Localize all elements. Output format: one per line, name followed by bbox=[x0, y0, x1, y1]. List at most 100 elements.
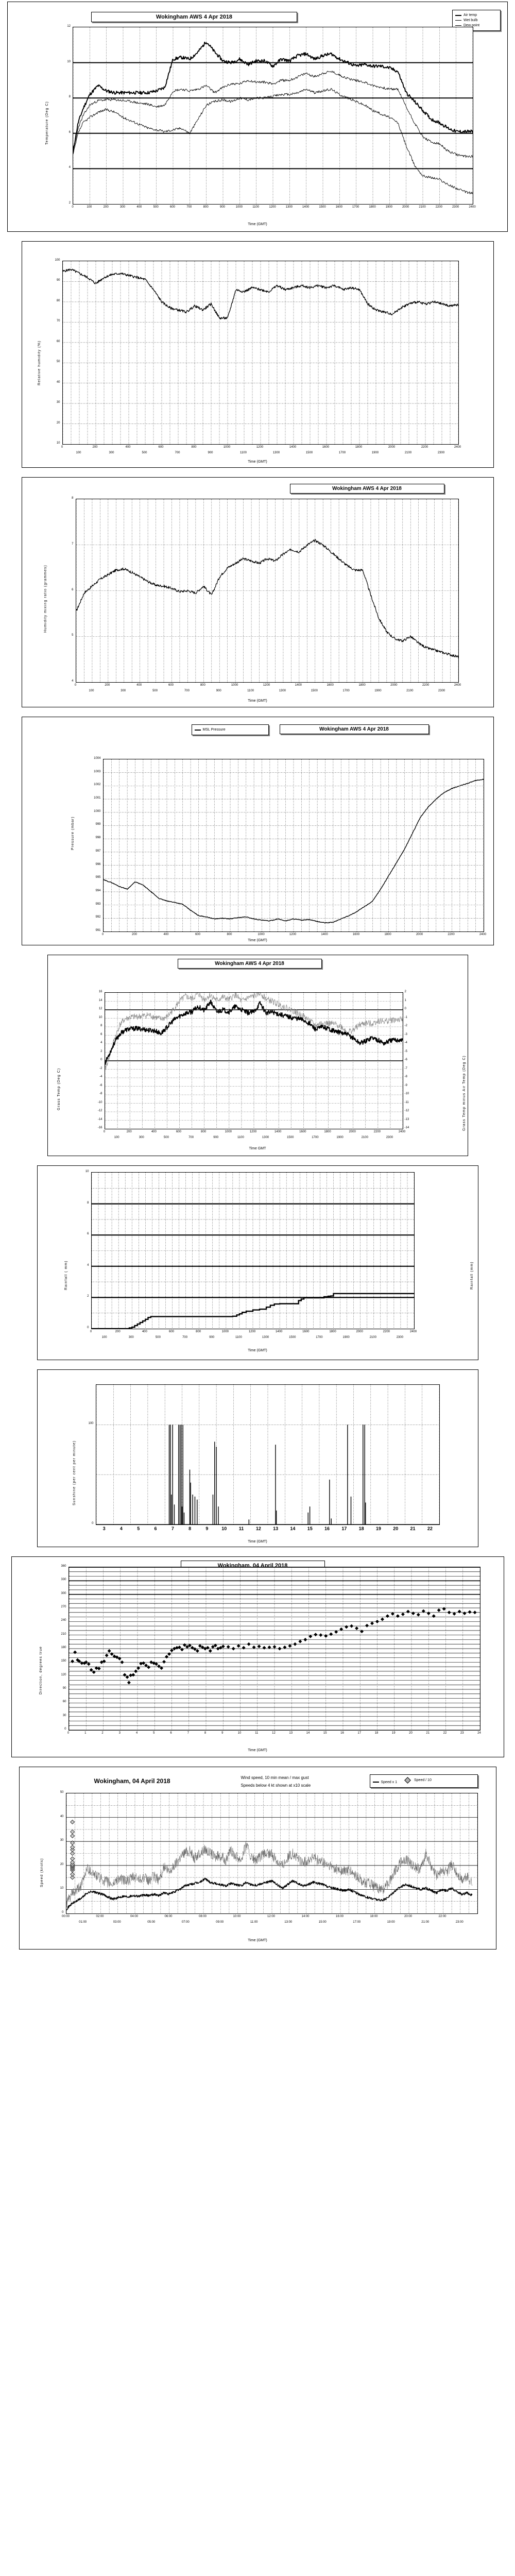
ytick-label: 995 bbox=[95, 876, 101, 879]
yaxis-title-wind-direction: Direction, degrees true bbox=[39, 1646, 43, 1694]
xaxis-title-relative-humidity: Time (GMT) bbox=[248, 460, 267, 464]
legend-swatch-dew-point bbox=[455, 25, 461, 26]
xtick-label: 1200 bbox=[289, 933, 297, 936]
xtick-label: 900 bbox=[209, 1336, 215, 1339]
xtick-label: 16 bbox=[340, 1732, 344, 1735]
xtick-label: 1500 bbox=[289, 1336, 296, 1339]
xtick-label: 1600 bbox=[302, 1330, 310, 1333]
legend-label-msl-pressure: MSL Pressure bbox=[202, 728, 226, 732]
xtick-label: 1700 bbox=[312, 1136, 319, 1139]
xtick-label: 1800 bbox=[329, 1330, 336, 1333]
xtick-label: 10 bbox=[221, 1526, 227, 1531]
xtick-label: 1700 bbox=[316, 1336, 323, 1339]
xtick-label: 20 bbox=[409, 1732, 413, 1735]
xtick-label: 9 bbox=[221, 1732, 224, 1735]
ytick-label: 60 bbox=[62, 1700, 66, 1704]
xtick-label: 500 bbox=[153, 206, 159, 209]
xtick-label: 200 bbox=[115, 1330, 121, 1333]
xaxis-title-msl-pressure: Time (GMT) bbox=[248, 939, 267, 942]
xtick-label: 1500 bbox=[287, 1136, 294, 1139]
xtick-label: 15 bbox=[323, 1732, 327, 1735]
xtick-label: 2400 bbox=[479, 933, 487, 936]
xtick-label: 20 bbox=[393, 1526, 399, 1531]
xtick-label: 5 bbox=[137, 1526, 140, 1531]
xtick-label: 0 bbox=[90, 1330, 92, 1333]
xtick-label: 500 bbox=[163, 1136, 169, 1139]
xtick-label: 1500 bbox=[305, 451, 313, 454]
xtick-label: 700 bbox=[188, 1136, 194, 1139]
xtick-label: 900 bbox=[216, 689, 221, 692]
plot-area-sunshine bbox=[95, 1384, 440, 1525]
ytick-label-right: -4 bbox=[404, 1041, 407, 1044]
xtick-label: 1800 bbox=[324, 1130, 331, 1133]
xtick-label: 100 bbox=[114, 1136, 119, 1139]
ytick-label: 80 bbox=[56, 299, 60, 302]
xtick-label: 1000 bbox=[225, 1130, 232, 1133]
xtick-label: 1900 bbox=[371, 451, 379, 454]
ytick-label: 1001 bbox=[94, 796, 101, 800]
ytick-label: -12 bbox=[97, 1109, 102, 1112]
chart-title-msl-pressure: Wokingham AWS 4 Apr 2018 bbox=[279, 724, 429, 734]
ytick-label: 14 bbox=[98, 998, 102, 1002]
xtick-label: 2000 bbox=[388, 446, 396, 449]
legend-swatch-speed-x1 bbox=[372, 1782, 379, 1783]
xtick-label: 03:00 bbox=[113, 1921, 121, 1924]
xtick-label: 400 bbox=[125, 446, 131, 449]
xtick-label: 21:00 bbox=[421, 1921, 430, 1924]
xtick-label: 900 bbox=[208, 451, 213, 454]
ytick-label: 4 bbox=[68, 166, 71, 170]
chart-panel-grass-temperature: Wokingham AWS 4 Apr 2018 Grass Temp (Deg… bbox=[47, 955, 468, 1156]
xtick-label: 1000 bbox=[235, 206, 243, 209]
xtick-label: 600 bbox=[168, 684, 174, 687]
xtick-label: 2 bbox=[101, 1732, 104, 1735]
xtick-label: 06:00 bbox=[164, 1915, 173, 1918]
ytick-label: -6 bbox=[99, 1083, 102, 1087]
xtick-label: 1900 bbox=[342, 1336, 350, 1339]
ytick-label: 210 bbox=[61, 1632, 66, 1636]
ytick-label: 12 bbox=[67, 25, 71, 28]
xtick-label: 800 bbox=[196, 1330, 201, 1333]
ytick-label-right: 0 bbox=[404, 1007, 406, 1010]
xtick-label: 1400 bbox=[295, 684, 302, 687]
xtick-label: 600 bbox=[195, 933, 200, 936]
xtick-label: 2000 bbox=[402, 206, 409, 209]
xtick-label: 1600 bbox=[327, 684, 334, 687]
xtick-label: 2100 bbox=[406, 689, 414, 692]
legend-label-speed-x1: Speed x 1 bbox=[381, 1780, 398, 1784]
xtick-label: 2200 bbox=[373, 1130, 381, 1133]
ytick-label: 10 bbox=[85, 1170, 89, 1173]
ytick-label-right: -5 bbox=[404, 1049, 407, 1053]
xtick-label: 18 bbox=[374, 1732, 379, 1735]
xtick-label: 1400 bbox=[289, 446, 297, 449]
xtick-label: 500 bbox=[155, 1336, 161, 1339]
xtick-label: 1000 bbox=[221, 1330, 229, 1333]
ytick-label: 360 bbox=[61, 1565, 66, 1568]
xtick-label: 200 bbox=[92, 446, 98, 449]
xtick-label: 16 bbox=[324, 1526, 330, 1531]
yaxis-title-relative-humidity: Relative humidity (%) bbox=[37, 340, 41, 385]
xtick-label: 2000 bbox=[356, 1330, 363, 1333]
yaxis-title-grass-air-diff: Grass Temp minus Air Temp (Deg C) bbox=[462, 1055, 466, 1131]
xtick-label: 0 bbox=[61, 446, 63, 449]
xtick-label: 15 bbox=[307, 1526, 313, 1531]
legend-swatch-msl-pressure bbox=[194, 729, 201, 731]
ytick-label: 10 bbox=[67, 60, 71, 63]
ytick-label: 6 bbox=[87, 1232, 89, 1236]
yaxis-title-grass-temperature: Grass Temp (Deg C) bbox=[57, 1067, 61, 1111]
xtick-label: 3 bbox=[102, 1526, 106, 1531]
xtick-label: 1200 bbox=[263, 684, 270, 687]
xtick-label: 700 bbox=[186, 206, 192, 209]
ytick-label: 0 bbox=[100, 1058, 102, 1061]
xtick-label: 08:00 bbox=[198, 1915, 207, 1918]
chart-subtitle-wind-speed-line1: Wind speed, 10 min mean / max gust bbox=[241, 1775, 309, 1780]
xtick-label: 1600 bbox=[322, 446, 330, 449]
ytick-label-right: -14 bbox=[404, 1126, 409, 1129]
plot-area-wind-speed bbox=[65, 1793, 478, 1914]
xtick-label: 200 bbox=[105, 684, 110, 687]
xtick-label: 400 bbox=[136, 206, 142, 209]
xtick-label: 19:00 bbox=[387, 1921, 395, 1924]
xtick-label: 01:00 bbox=[79, 1921, 87, 1924]
xtick-label: 5 bbox=[153, 1732, 155, 1735]
xtick-label: 11 bbox=[238, 1526, 244, 1531]
xtick-label: 400 bbox=[136, 684, 142, 687]
